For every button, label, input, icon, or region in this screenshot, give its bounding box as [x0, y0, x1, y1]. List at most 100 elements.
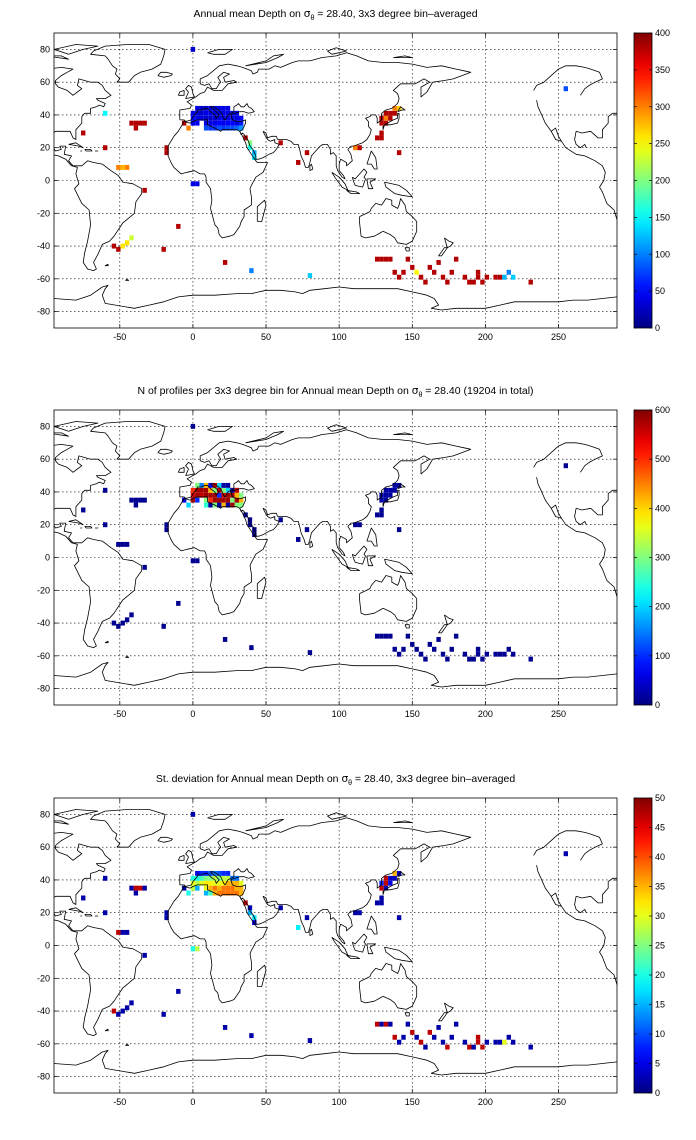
data-cell — [453, 256, 459, 262]
coastline — [366, 178, 377, 190]
coastline — [536, 865, 617, 985]
coastline — [533, 65, 603, 96]
data-cell — [388, 633, 393, 639]
data-cell — [203, 115, 209, 121]
data-cell — [203, 875, 209, 881]
data-cell — [296, 160, 301, 165]
data-cell — [234, 492, 239, 498]
data-cell — [449, 646, 454, 652]
data-cell — [190, 497, 196, 503]
coastline — [54, 809, 99, 820]
coastline — [351, 545, 368, 565]
data-cell — [396, 274, 402, 280]
data-cell — [445, 279, 450, 285]
data-cell — [116, 1011, 121, 1017]
data-cell — [195, 105, 200, 111]
data-cell — [379, 507, 384, 513]
data-cell — [392, 1034, 397, 1040]
data-cell — [502, 274, 507, 280]
data-cell — [396, 527, 402, 533]
data-cell — [383, 492, 389, 498]
data-cell — [230, 492, 235, 498]
data-cell — [225, 885, 231, 891]
coastline — [575, 489, 617, 516]
data-cell — [102, 145, 108, 151]
colorbar-tick-label: 300 — [655, 102, 670, 112]
colorbar-tick-label: 350 — [655, 65, 670, 75]
data-cell — [199, 105, 204, 111]
data-cell — [161, 246, 166, 252]
coastline — [54, 827, 55, 828]
coastline — [404, 247, 410, 252]
data-cell — [506, 1034, 511, 1040]
coastline — [346, 189, 361, 195]
data-cell — [304, 915, 310, 921]
data-cell — [234, 875, 239, 881]
data-cell — [133, 890, 139, 896]
data-cell — [217, 870, 222, 876]
data-cell — [234, 880, 239, 886]
coastline — [54, 439, 55, 440]
coastline — [54, 432, 69, 437]
data-cell — [116, 246, 121, 252]
coastline — [104, 1028, 109, 1032]
coastline — [179, 52, 472, 180]
data-cell — [195, 110, 200, 116]
coastline — [54, 444, 143, 649]
data-cell — [102, 875, 108, 881]
data-cell — [392, 487, 397, 493]
data-cell — [471, 279, 476, 285]
data-cell — [238, 125, 244, 131]
data-cell — [203, 120, 209, 126]
data-cell — [249, 1033, 254, 1039]
data-cell — [502, 651, 507, 657]
y-tick-label: -80 — [37, 1072, 50, 1082]
data-cell — [383, 885, 389, 891]
colorbar: 0 50 100 150 200 250 300 350 400 — [633, 28, 670, 333]
data-cell — [414, 1034, 419, 1040]
data-cell — [414, 269, 419, 275]
data-cell — [217, 487, 222, 493]
data-cell — [133, 125, 139, 131]
coastline — [382, 489, 400, 507]
data-cell — [475, 269, 481, 275]
data-cell — [181, 120, 187, 126]
data-cell — [234, 125, 239, 131]
data-cell — [208, 880, 213, 886]
data-cell — [475, 651, 481, 657]
y-tick-label: 20 — [40, 908, 50, 918]
data-cell — [208, 885, 213, 891]
data-cell — [124, 929, 130, 935]
colorbar-tick-label: 300 — [655, 553, 670, 563]
coastline — [404, 1012, 410, 1017]
data-cell — [405, 256, 411, 262]
coastline — [382, 112, 400, 130]
data-cell — [222, 636, 228, 642]
coastline — [256, 964, 267, 987]
data-cell — [203, 487, 209, 493]
data-cell — [296, 537, 301, 542]
coastline — [366, 150, 378, 170]
data-cell — [208, 482, 213, 488]
data-cell — [410, 1029, 415, 1035]
data-cell — [392, 875, 397, 881]
data-cell — [138, 885, 143, 891]
data-cell — [225, 482, 231, 488]
data-cell — [129, 120, 134, 126]
y-tick-label: -40 — [37, 1006, 50, 1016]
data-cell — [190, 875, 196, 881]
coastline — [125, 1043, 130, 1046]
data-cell — [374, 512, 380, 518]
data-cell — [418, 274, 424, 280]
data-cell — [212, 492, 218, 498]
data-cell — [203, 492, 209, 498]
coastline — [167, 119, 268, 239]
tick-labels: -50 0 50 100 150 200 250 -80 -60 -40 -20 0 20 40 60 80 — [37, 44, 566, 342]
data-cell — [383, 115, 389, 121]
x-tick-label: 250 — [551, 1097, 566, 1107]
data-cell — [225, 497, 231, 503]
data-cell — [383, 880, 389, 886]
coastlines — [54, 44, 617, 311]
coastline — [256, 199, 267, 222]
